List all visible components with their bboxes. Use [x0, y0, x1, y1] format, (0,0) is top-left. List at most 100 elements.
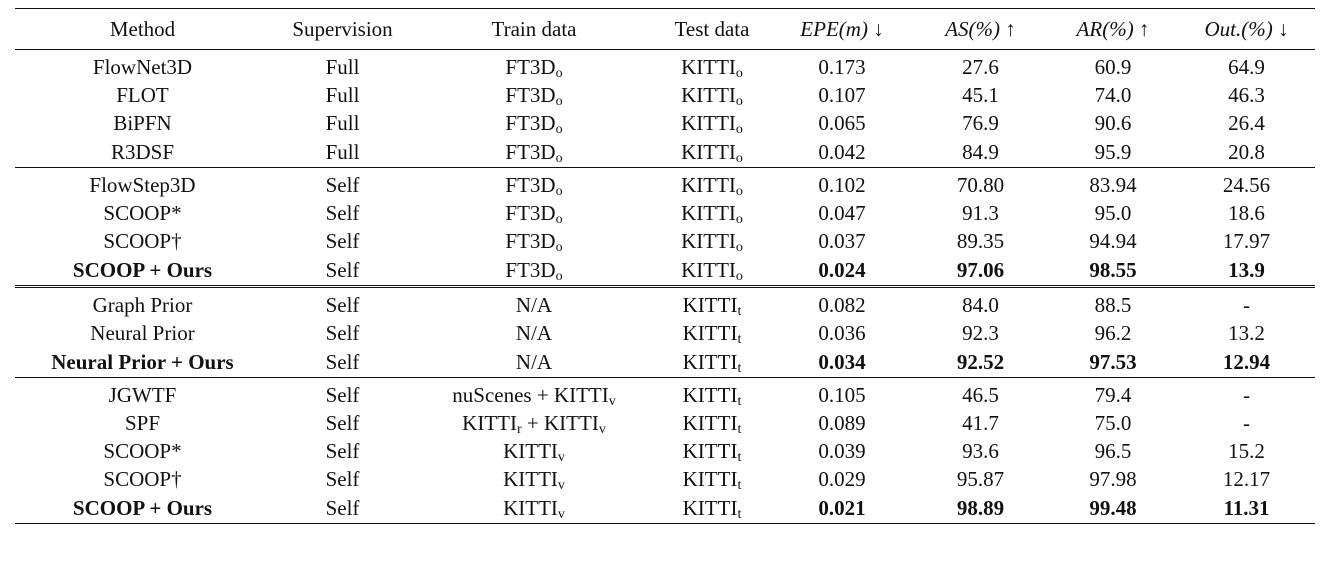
header-supervision: Supervision	[270, 8, 415, 50]
out-cell: 12.17	[1178, 465, 1315, 493]
train-data-cell: FT3Do	[415, 50, 653, 82]
train-data-cell: FT3Do	[415, 199, 653, 227]
train-data-cell-text: FT3D	[505, 173, 556, 197]
method-cell: Neural Prior	[15, 319, 270, 347]
header-train-data: Train data	[415, 8, 653, 50]
as-cell-text: 46.5	[962, 383, 999, 407]
test-data-cell-text: KITTI	[681, 140, 736, 164]
train-data-text: KITTI	[462, 411, 517, 435]
train-data-cell-subscript: v	[608, 394, 616, 409]
out-cell: 15.2	[1178, 437, 1315, 465]
out-cell-text: -	[1243, 293, 1250, 317]
ar-cell: 97.98	[1048, 465, 1178, 493]
test-data-cell-subscript: t	[737, 394, 742, 409]
supervision-cell: Self	[270, 167, 415, 199]
test-data-cell-text: KITTI	[681, 55, 736, 79]
method-cell-text: BiPFN	[113, 111, 172, 135]
as-cell-text: 41.7	[962, 411, 999, 435]
header-method: Method	[15, 8, 270, 50]
epe-cell-text: 0.037	[818, 229, 866, 253]
epe-cell-text: 0.029	[818, 467, 866, 491]
out-cell: 17.97	[1178, 227, 1315, 255]
train-data-cell-text: FT3D	[505, 140, 556, 164]
epe-cell: 0.107	[771, 81, 913, 109]
table-row: JGWTF Self nuScenes + KITTIv KITTIt 0.105 46.…	[15, 377, 1315, 409]
method-cell-text: Neural Prior	[90, 321, 195, 345]
train-data-cell-subscript: v	[557, 478, 565, 493]
test-data-cell-text: KITTI	[681, 229, 736, 253]
train-data-cell-text: KITTI	[503, 439, 558, 463]
train-data-subscript: v	[598, 422, 606, 437]
ar-cell: 95.9	[1048, 137, 1178, 168]
train-data-cell: KITTIv	[415, 493, 653, 524]
method-cell: JGWTF	[15, 377, 270, 409]
as-cell-text: 92.52	[956, 350, 1005, 374]
epe-cell-text: 0.039	[818, 439, 866, 463]
train-data-cell-subscript: o	[555, 184, 563, 199]
method-cell-text: Neural Prior + Ours	[51, 350, 234, 374]
out-cell: -	[1178, 285, 1315, 319]
epe-cell-text: 0.173	[818, 55, 866, 79]
test-data-cell: KITTIt	[653, 347, 771, 378]
as-cell: 45.1	[913, 81, 1048, 109]
test-data-cell-subscript: o	[735, 94, 743, 109]
ar-cell: 75.0	[1048, 409, 1178, 437]
method-cell: FlowNet3D	[15, 50, 270, 82]
epe-cell-text: 0.036	[818, 321, 866, 345]
out-cell-text: 18.6	[1228, 201, 1265, 225]
method-cell-text: SCOOP*	[103, 201, 182, 225]
ar-cell-text: 74.0	[1094, 83, 1132, 107]
test-data-cell-subscript: o	[735, 240, 743, 255]
test-data-cell: KITTIo	[653, 137, 771, 168]
train-data-cell: N/A	[415, 347, 653, 378]
test-data-cell: KITTIo	[653, 109, 771, 137]
train-data-cell: FT3Do	[415, 81, 653, 109]
epe-cell-text: 0.082	[818, 293, 866, 317]
epe-cell: 0.034	[771, 347, 913, 378]
method-cell: SPF	[15, 409, 270, 437]
table-row: SCOOP + Ours Self KITTIv KITTIt 0.021 98.89 99…	[15, 493, 1315, 524]
supervision-cell-text: Full	[325, 140, 360, 164]
train-data-cell-subscript: o	[555, 122, 563, 137]
test-data-cell-subscript: t	[737, 332, 742, 347]
out-cell-text: 20.8	[1228, 140, 1265, 164]
test-data-cell: KITTIt	[653, 409, 771, 437]
table-row: FlowStep3D Self FT3Do KITTIo 0.102 70.80 83.94…	[15, 167, 1315, 199]
ar-cell: 94.94	[1048, 227, 1178, 255]
train-data-text: + KITTI	[521, 411, 599, 435]
table-row: Graph Prior Self N/A KITTIt 0.082 84.0 88.5 -	[15, 285, 1315, 319]
out-cell: 13.9	[1178, 255, 1315, 287]
test-data-cell: KITTIt	[653, 285, 771, 319]
train-data-cell-subscript: o	[555, 66, 563, 81]
supervision-cell-text: Self	[325, 258, 360, 282]
supervision-cell-text: Full	[325, 83, 360, 107]
supervision-cell: Full	[270, 109, 415, 137]
out-cell: 11.31	[1178, 493, 1315, 524]
table-row: SCOOP† Self FT3Do KITTIo 0.037 89.35 94.94 17.9…	[15, 227, 1315, 255]
ar-cell-text: 90.6	[1094, 111, 1132, 135]
as-cell-text: 89.35	[956, 229, 1005, 253]
table-row: SCOOP* Self FT3Do KITTIo 0.047 91.3 95.0 18.6	[15, 199, 1315, 227]
supervision-cell: Self	[270, 437, 415, 465]
train-data-cell-subscript: v	[557, 450, 565, 465]
epe-cell-text: 0.105	[818, 383, 866, 407]
epe-cell: 0.037	[771, 227, 913, 255]
table-row: SCOOP† Self KITTIv KITTIt 0.029 95.87 97.98 12.…	[15, 465, 1315, 493]
out-cell: 46.3	[1178, 81, 1315, 109]
ar-cell: 98.55	[1048, 255, 1178, 287]
table-row: FlowNet3D Full FT3Do KITTIo 0.173 27.6 60.9 64.…	[15, 50, 1315, 82]
as-cell-text: 70.80	[956, 173, 1005, 197]
supervision-cell: Full	[270, 81, 415, 109]
as-cell: 46.5	[913, 377, 1048, 409]
as-cell: 98.89	[913, 493, 1048, 524]
header-as: AS(%) ↑	[913, 8, 1048, 50]
ar-cell-text: 95.0	[1094, 201, 1132, 225]
table-row: SCOOP* Self KITTIv KITTIt 0.039 93.6 96.5 15.2	[15, 437, 1315, 465]
train-data-cell-text: KITTI	[503, 467, 558, 491]
ar-cell-text: 60.9	[1094, 55, 1132, 79]
train-data-cell-text: FT3D	[505, 229, 556, 253]
test-data-cell: KITTIo	[653, 255, 771, 287]
as-cell-text: 95.87	[956, 467, 1005, 491]
test-data-cell-subscript: t	[737, 361, 742, 376]
epe-cell-text: 0.021	[818, 496, 866, 520]
